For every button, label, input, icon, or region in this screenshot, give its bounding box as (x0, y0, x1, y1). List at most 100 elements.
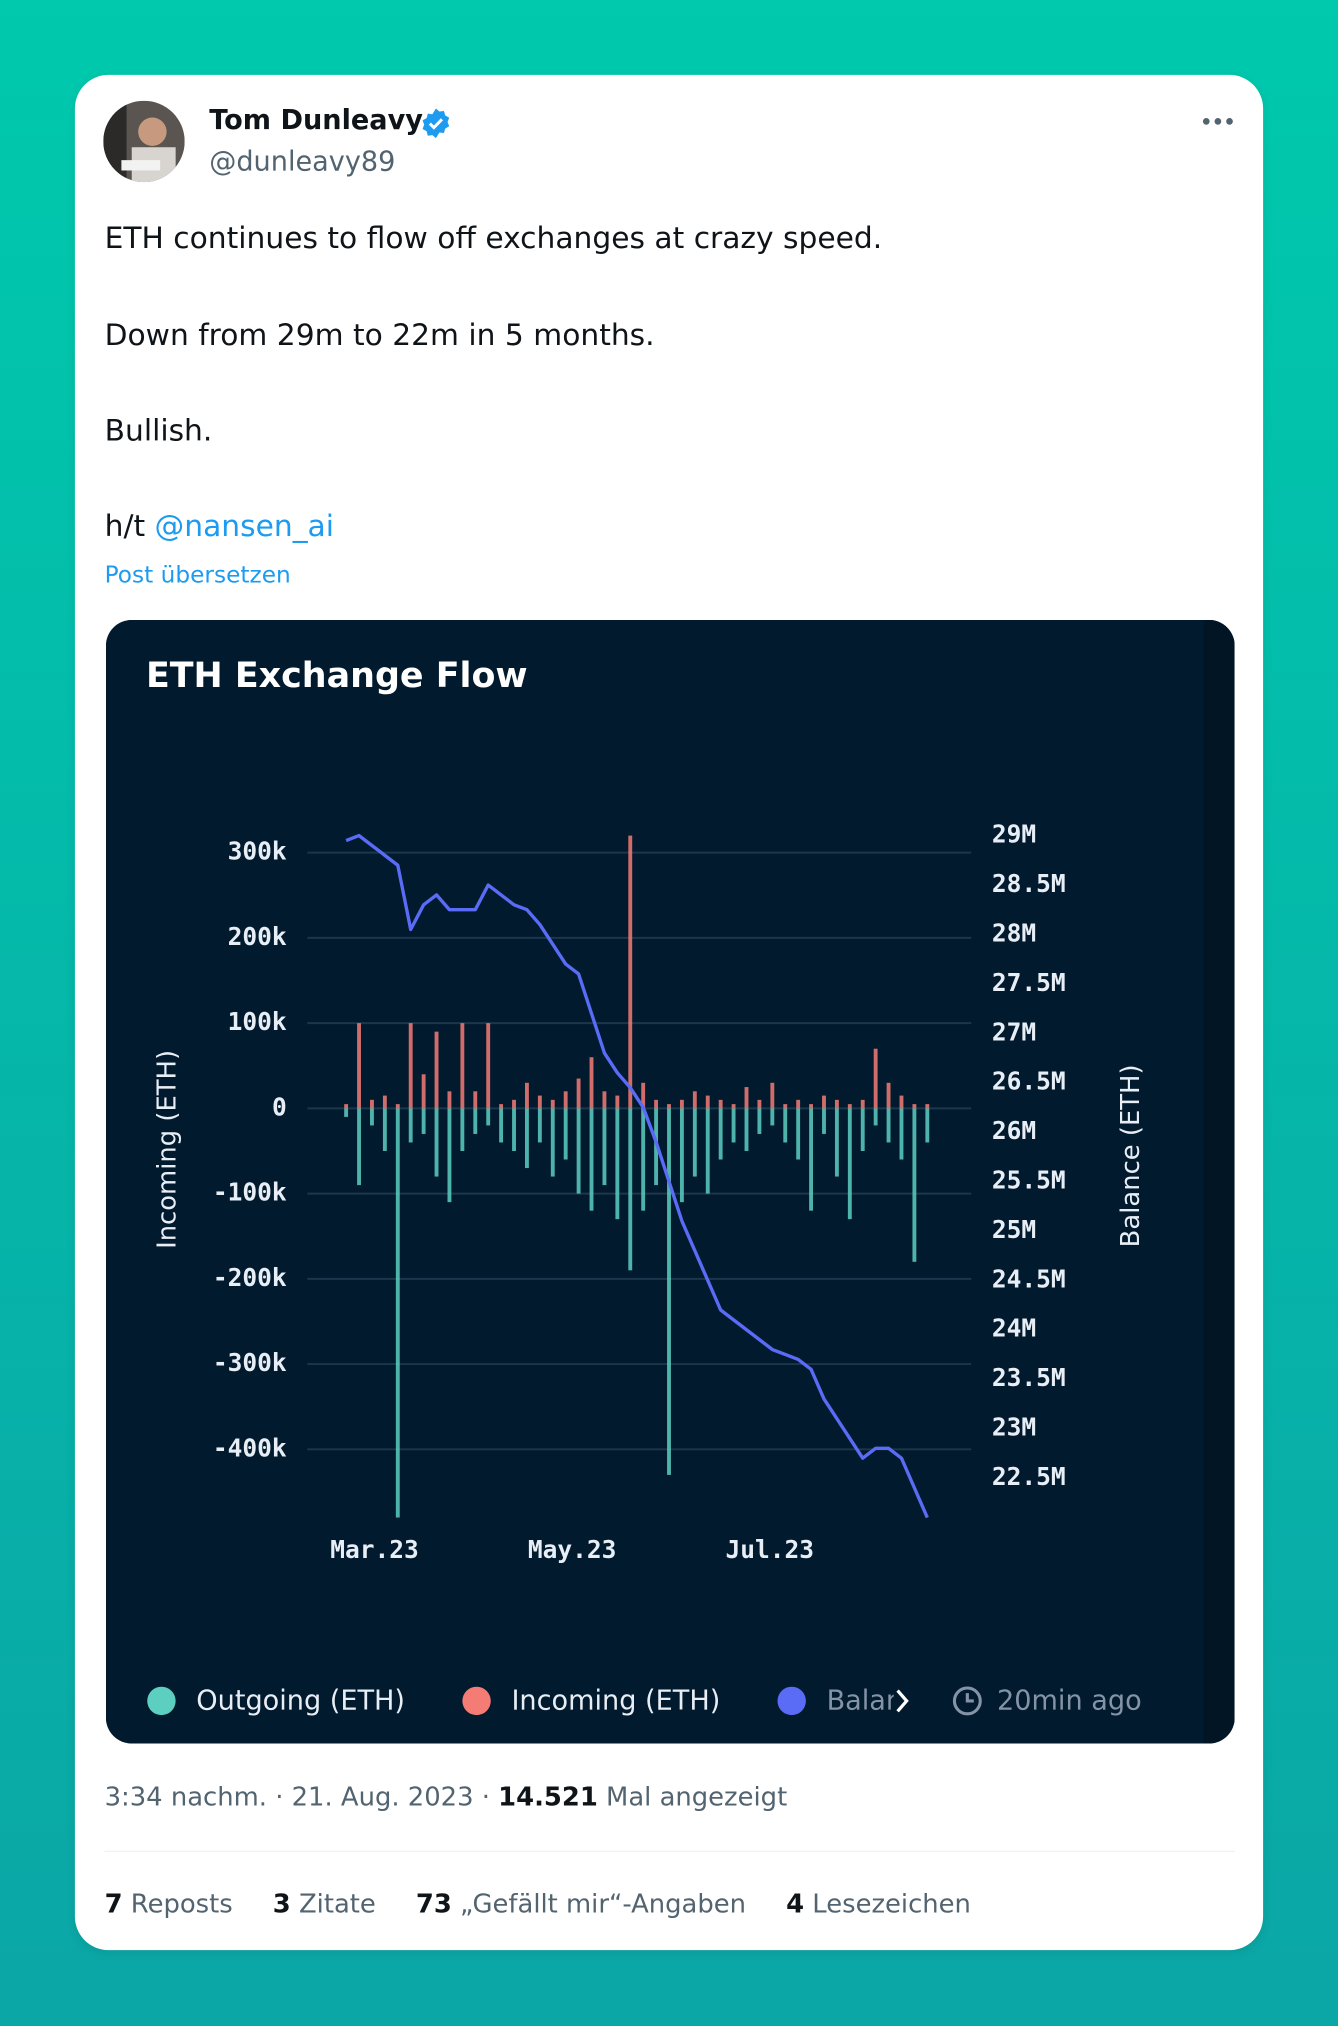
bar (757, 1108, 762, 1134)
stat-count: 4 (786, 1888, 805, 1920)
bar (899, 1108, 904, 1160)
bar (860, 1108, 865, 1151)
stat[interactable]: 7 Reposts (105, 1888, 233, 1919)
bar (796, 1108, 801, 1160)
y2-tick-label: 25.5M (992, 1166, 1066, 1195)
stat[interactable]: 4 Lesezeichen (786, 1888, 971, 1919)
tweet-text: h/t (104, 510, 146, 544)
bar (822, 1108, 826, 1134)
bar (408, 1023, 413, 1109)
legend-label: Outgoing (ETH) (196, 1686, 405, 1717)
legend-more[interactable] (896, 1689, 909, 1713)
author-handle[interactable]: @dunleavy89 (209, 145, 396, 177)
y2-tick-label: 26M (992, 1116, 1036, 1145)
x-tick-label: Mar.23 (330, 1535, 419, 1564)
bar (370, 1099, 374, 1109)
stat-label: Zitate (298, 1888, 376, 1920)
meta-line: 3:34 nachm. · 21. Aug. 2023 · 14.521 Mal… (105, 1781, 788, 1812)
bar (499, 1104, 504, 1109)
time[interactable]: 3:34 nachm. (104, 1780, 267, 1812)
tweet-line: Down from 29m to 22m in 5 months. (104, 319, 655, 353)
separator: · (275, 1780, 284, 1812)
y2-tick-label: 29M (992, 820, 1036, 849)
divider (104, 1850, 1235, 1853)
bar (434, 1031, 439, 1109)
legend-dot (777, 1686, 806, 1716)
stat[interactable]: 73 „Gefällt mir“-Angaben (416, 1888, 746, 1919)
bar (679, 1108, 684, 1203)
stat[interactable]: 3 Zitate (273, 1888, 376, 1919)
bar (357, 1023, 361, 1109)
clock-icon (952, 1686, 982, 1716)
bar (705, 1095, 710, 1109)
y2-tick-label: 22.5M (992, 1462, 1066, 1491)
bar (641, 1082, 646, 1109)
bar (589, 1108, 594, 1211)
bar (421, 1074, 426, 1109)
update-note-text: 20min ago (997, 1686, 1142, 1717)
bar (847, 1108, 852, 1220)
bar (886, 1082, 891, 1109)
bar (512, 1108, 516, 1151)
stat-label: Reposts (130, 1888, 233, 1920)
bar (925, 1104, 930, 1109)
stat-label: Lesezeichen (812, 1888, 971, 1920)
tweet-line: h/t @nansen_ai (105, 510, 334, 544)
bar (628, 835, 633, 1109)
bar (654, 1099, 659, 1109)
clock-hands (965, 1693, 974, 1703)
bar (602, 1091, 607, 1109)
y-tick-label: 300k (228, 837, 287, 866)
bar (783, 1108, 788, 1143)
bar (615, 1108, 620, 1220)
y2-tick-label: 28M (992, 918, 1036, 947)
mention-link[interactable]: @nansen_ai (154, 510, 335, 544)
more-menu[interactable] (1201, 114, 1235, 129)
bar (809, 1108, 814, 1211)
bar (899, 1095, 904, 1109)
x-tick-label: May.23 (528, 1535, 617, 1564)
bar (860, 1099, 865, 1109)
bar (357, 1108, 361, 1186)
bar (692, 1091, 697, 1109)
y-tick-label: 200k (228, 922, 287, 951)
stat-count: 7 (104, 1888, 123, 1920)
bar (731, 1108, 736, 1143)
bar (589, 1057, 594, 1109)
bar (641, 1108, 646, 1211)
bar (731, 1104, 736, 1109)
bar (718, 1108, 723, 1160)
bar (744, 1087, 749, 1109)
chart-edge (1203, 619, 1235, 1744)
stat-count: 73 (415, 1888, 452, 1920)
bar (344, 1108, 349, 1117)
bar (718, 1099, 723, 1109)
chart-title: ETH Exchange Flow (146, 656, 528, 696)
y-tick-label: -300k (213, 1348, 287, 1377)
bar (537, 1108, 542, 1143)
translate-link[interactable]: Post übersetzen (104, 561, 291, 589)
bar (421, 1108, 426, 1134)
bar (783, 1104, 788, 1109)
bar (834, 1099, 839, 1109)
y-tick-label: 0 (272, 1092, 287, 1121)
bar (563, 1108, 568, 1160)
bar (550, 1099, 555, 1109)
bar (796, 1099, 801, 1109)
date[interactable]: 21. Aug. 2023 (291, 1780, 474, 1812)
bar (873, 1048, 878, 1109)
verified-badge (422, 108, 450, 139)
separator: · (481, 1780, 490, 1812)
bar (886, 1108, 891, 1143)
bar (602, 1108, 607, 1186)
bar (382, 1108, 387, 1151)
y-axis-label: Incoming (ETH) (152, 1050, 182, 1249)
y2-axis-label: Balance (ETH) (1116, 1064, 1146, 1247)
avatar[interactable] (103, 100, 185, 183)
y-tick-label: -200k (213, 1263, 287, 1292)
bar (847, 1104, 852, 1109)
bar (822, 1095, 826, 1109)
author-name[interactable]: Tom Dunleavy (209, 104, 423, 136)
bar (925, 1108, 930, 1143)
y2-tick-label: 23M (992, 1413, 1036, 1442)
